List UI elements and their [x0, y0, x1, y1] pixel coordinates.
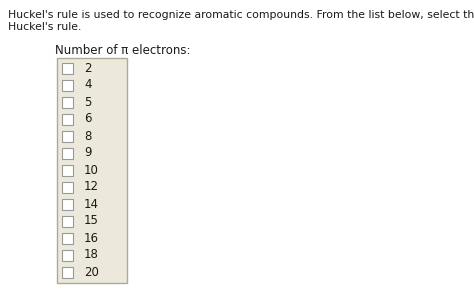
Text: 8: 8: [84, 130, 91, 142]
Text: 4: 4: [84, 79, 91, 92]
Text: 9: 9: [84, 146, 91, 160]
Text: 2: 2: [84, 61, 91, 75]
Text: 18: 18: [84, 249, 99, 262]
Text: Huckel's rule is used to recognize aromatic compounds. From the list below, sele: Huckel's rule is used to recognize aroma…: [8, 10, 474, 20]
Bar: [62, 249, 73, 260]
Bar: [62, 63, 73, 73]
Text: 16: 16: [84, 231, 99, 244]
Bar: [57, 58, 127, 283]
Text: 6: 6: [84, 113, 91, 126]
Text: Number of π electrons:: Number of π electrons:: [55, 44, 191, 57]
Bar: [62, 164, 73, 175]
Bar: [62, 233, 73, 244]
Bar: [62, 198, 73, 209]
Bar: [62, 182, 73, 193]
Text: Huckel's rule.: Huckel's rule.: [8, 22, 82, 32]
Text: 12: 12: [84, 180, 99, 193]
Bar: [62, 130, 73, 142]
Text: 10: 10: [84, 164, 99, 177]
Bar: [62, 97, 73, 108]
Bar: [62, 79, 73, 90]
Text: 5: 5: [84, 95, 91, 108]
Bar: [62, 215, 73, 226]
Bar: [62, 148, 73, 159]
Bar: [62, 113, 73, 124]
Text: 20: 20: [84, 266, 99, 278]
Bar: [62, 267, 73, 278]
Text: 15: 15: [84, 215, 99, 227]
Text: 14: 14: [84, 197, 99, 211]
